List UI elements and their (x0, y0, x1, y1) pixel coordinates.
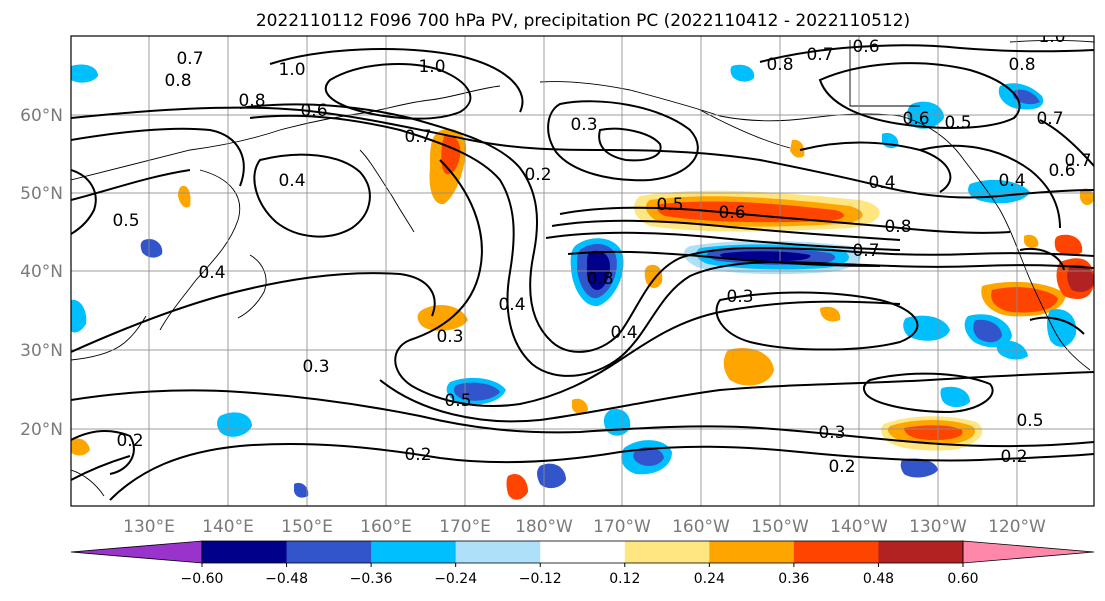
contour-label: 0.2 (828, 457, 855, 477)
longitude-label: 150°W (751, 517, 809, 537)
contour-label: 0.4 (278, 171, 305, 191)
contour-label: 0.5 (944, 113, 971, 133)
contour-label: 0.7 (1064, 151, 1091, 171)
colorbar-tick-label: −0.60 (181, 571, 224, 587)
contour-label: 0.7 (1036, 109, 1063, 129)
contour-label: 0.4 (498, 295, 525, 315)
colorbar-segment (371, 541, 457, 563)
map-frame (70, 35, 1095, 507)
latitude-label: 20°N (20, 420, 63, 440)
colorbar-segment (624, 541, 710, 563)
colorbar-segment (709, 541, 795, 563)
colorbar-tick-label: −0.36 (350, 571, 393, 587)
colorbar-tick-label: 0.48 (863, 571, 894, 587)
contour-label: 0.4 (198, 263, 225, 283)
latitude-label: 30°N (20, 341, 63, 361)
longitude-label: 180°W (515, 517, 573, 537)
contour-label: 0.3 (726, 287, 753, 307)
contour-label: 0.2 (404, 445, 431, 465)
colorbar-tick-label: 0.12 (609, 571, 640, 587)
pv-contours (71, 44, 1094, 501)
latitude-label: 50°N (20, 184, 63, 204)
colorbar-tick-label: −0.12 (519, 571, 562, 587)
contour-label: 0.5 (656, 195, 683, 215)
latitude-labels: 60°N 50°N 40°N 30°N 20°N (20, 106, 63, 440)
contour-label: 0.3 (818, 423, 845, 443)
colorbar-segment (286, 541, 372, 563)
longitude-label: 170°W (593, 517, 651, 537)
longitude-label: 130°E (123, 517, 175, 537)
colorbar-segment (202, 541, 288, 563)
contour-label: 0.8 (164, 71, 191, 91)
contour-label: 0.5 (1016, 411, 1043, 431)
contour-label: 0.2 (116, 431, 143, 451)
contour-label: 0.7 (852, 241, 879, 261)
contour-label: 0.8 (1008, 55, 1035, 75)
longitude-label: 120°W (988, 517, 1046, 537)
contour-label: 0.6 (852, 37, 879, 57)
colorbar: −0.60 −0.48 −0.36 −0.24 −0.12 0.12 0.24 0.36 0.4… (70, 540, 1095, 587)
longitude-label: 160°E (360, 517, 412, 537)
colorbar-extend-low (70, 540, 203, 564)
contour-label: 0.2 (1000, 447, 1027, 467)
longitude-label: 170°E (439, 517, 491, 537)
colorbar-segment (455, 541, 541, 563)
colorbar-tick-label: 0.60 (947, 571, 978, 587)
longitude-label: 160°W (672, 517, 730, 537)
coastlines (71, 40, 1094, 497)
colorbar-outline (201, 540, 964, 564)
longitude-label: 140°W (830, 517, 888, 537)
colorbar-extend-high (962, 540, 1095, 564)
longitude-labels: 130°E 140°E 150°E 160°E 170°E 180°W 170°W 160°W… (123, 517, 1046, 537)
contour-label: 1.0 (418, 57, 445, 77)
contour-label: 0.8 (766, 55, 793, 75)
colorbar-segment (540, 541, 626, 563)
latitude-label: 60°N (20, 106, 63, 126)
contour-label: 0.6 (300, 101, 327, 121)
contour-label: 0.4 (610, 323, 637, 343)
contour-label: 0.7 (176, 49, 203, 69)
longitude-label: 130°W (909, 517, 967, 537)
contour-label: 0.8 (238, 91, 265, 111)
latitude-label: 40°N (20, 262, 63, 282)
contour-label: 0.3 (570, 115, 597, 135)
contour-label: 0.2 (524, 165, 551, 185)
longitude-label: 150°E (281, 517, 333, 537)
colorbar-tick-label: 0.36 (778, 571, 809, 587)
contour-label: 0.7 (806, 45, 833, 65)
colorbar-segment (793, 541, 879, 563)
colorbar-tick-label: −0.48 (265, 571, 308, 587)
contour-label: 0.6 (1048, 161, 1075, 181)
contour-label: 0.4 (868, 173, 895, 193)
longitude-label: 140°E (202, 517, 254, 537)
contour-label: 1.0 (1038, 27, 1065, 47)
contour-label: 0.8 (884, 217, 911, 237)
contour-label: 0.3 (436, 327, 463, 347)
colorbar-segment (878, 541, 964, 563)
map-title: 2022110112 F096 700 hPa PV, precipitatio… (256, 11, 910, 31)
contour-label: 0.7 (404, 127, 431, 147)
contour-labels: 0.70.81.0 1.00.8 0.60.70.40.50.40.30.20.30… (112, 27, 1091, 477)
colorbar-tick-label: 0.24 (694, 571, 725, 587)
contour-label: 0.8 (586, 269, 613, 289)
contour-label: 0.5 (444, 391, 471, 411)
map-area: 0.70.81.0 1.00.8 0.60.70.40.50.40.30.20.30… (71, 27, 1094, 506)
contour-label: 0.6 (902, 109, 929, 129)
colorbar-tick-label: −0.24 (434, 571, 477, 587)
contour-label: 0.3 (302, 357, 329, 377)
contour-label: 0.4 (998, 171, 1025, 191)
contour-label: 0.6 (718, 203, 745, 223)
contour-label: 0.5 (112, 211, 139, 231)
contour-label: 1.0 (278, 60, 305, 80)
